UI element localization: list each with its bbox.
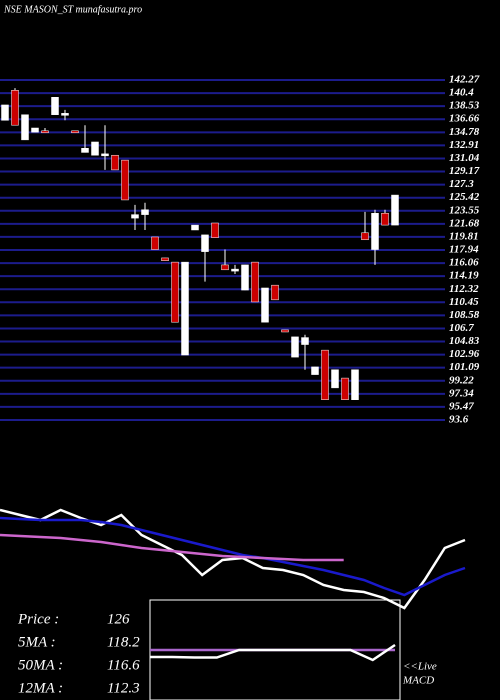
line-series xyxy=(0,508,466,610)
candle-body xyxy=(341,377,349,400)
candle-body xyxy=(41,130,49,134)
stat-value: 118.2 xyxy=(107,634,140,650)
candle-body xyxy=(181,261,189,356)
candle-body xyxy=(351,369,359,400)
line-series xyxy=(150,643,396,662)
stat-value: 116.6 xyxy=(107,657,140,673)
candle-body xyxy=(321,349,329,400)
stat-label: Price : xyxy=(17,611,59,627)
y-tick-label: 142.27 xyxy=(449,74,480,86)
y-tick-label: 138.53 xyxy=(449,100,480,112)
y-tick-label: 125.42 xyxy=(449,191,480,203)
live-label: <<Live xyxy=(403,661,437,673)
candle-body xyxy=(331,369,339,389)
candle-body xyxy=(231,268,239,272)
y-tick-label: 140.4 xyxy=(449,87,474,99)
candle-body xyxy=(111,154,119,171)
candle-body xyxy=(251,261,259,303)
candle-body xyxy=(121,159,129,201)
y-tick-label: 106.7 xyxy=(449,322,474,334)
candle-body xyxy=(91,141,99,156)
y-tick-label: 95.47 xyxy=(449,400,474,412)
candle-body xyxy=(131,214,139,219)
y-tick-label: 110.45 xyxy=(449,296,479,308)
chart-title: NSE MASON_ST munafasutra.pro xyxy=(3,4,142,15)
candle-body xyxy=(381,212,389,226)
candle-body xyxy=(11,90,19,126)
y-tick-label: 134.78 xyxy=(449,126,480,138)
candle-body xyxy=(241,264,249,291)
candle-body xyxy=(31,127,39,133)
y-tick-label: 136.66 xyxy=(449,113,480,125)
stat-value: 112.3 xyxy=(107,680,140,696)
line-series xyxy=(0,516,466,597)
candle-body xyxy=(71,130,79,134)
y-tick-label: 123.55 xyxy=(449,204,480,216)
stat-label: 5MA : xyxy=(18,634,56,650)
candle-body xyxy=(361,232,369,241)
y-tick-label: 93.6 xyxy=(449,414,469,426)
macd-label: MACD xyxy=(402,675,434,687)
candle-body xyxy=(261,287,269,323)
candle-body xyxy=(151,236,159,250)
y-tick-label: 112.32 xyxy=(449,283,479,295)
y-tick-label: 119.81 xyxy=(449,230,479,242)
candle-body xyxy=(141,209,149,215)
y-tick-label: 131.04 xyxy=(449,152,480,164)
y-tick-label: 121.68 xyxy=(449,217,480,229)
candle-body xyxy=(171,261,179,323)
candle-body xyxy=(101,153,109,157)
candle-body xyxy=(281,329,289,333)
candle-body xyxy=(311,366,319,375)
candle-body xyxy=(61,113,69,116)
y-tick-label: 129.17 xyxy=(449,165,480,177)
y-tick-label: 102.96 xyxy=(449,348,480,360)
candle-body xyxy=(221,264,229,271)
candle-body xyxy=(21,114,29,141)
candle-body xyxy=(191,224,199,231)
y-tick-label: 101.09 xyxy=(449,361,480,373)
y-tick-label: 132.91 xyxy=(449,139,479,151)
line-series xyxy=(0,533,344,562)
candle-body xyxy=(301,337,309,345)
candle-body xyxy=(201,234,209,252)
y-tick-label: 104.83 xyxy=(449,335,480,347)
y-tick-label: 114.19 xyxy=(449,270,479,282)
stat-value: 126 xyxy=(107,611,130,627)
y-tick-label: 97.34 xyxy=(449,387,474,399)
y-tick-label: 116.06 xyxy=(449,257,479,269)
stat-label: 12MA : xyxy=(18,680,63,696)
y-tick-label: 117.94 xyxy=(449,243,479,255)
stat-label: 50MA : xyxy=(18,657,63,673)
candle-body xyxy=(51,97,59,115)
candle-body xyxy=(371,212,379,250)
candle-body xyxy=(81,148,89,153)
candle-body xyxy=(391,194,399,226)
candle-body xyxy=(1,104,9,121)
y-tick-label: 127.3 xyxy=(449,178,474,190)
candle-body xyxy=(291,336,299,358)
candle-body xyxy=(271,284,279,301)
y-tick-label: 108.58 xyxy=(449,309,480,321)
candle-body xyxy=(161,257,169,261)
y-tick-label: 99.22 xyxy=(449,374,474,386)
candle-body xyxy=(211,222,219,238)
